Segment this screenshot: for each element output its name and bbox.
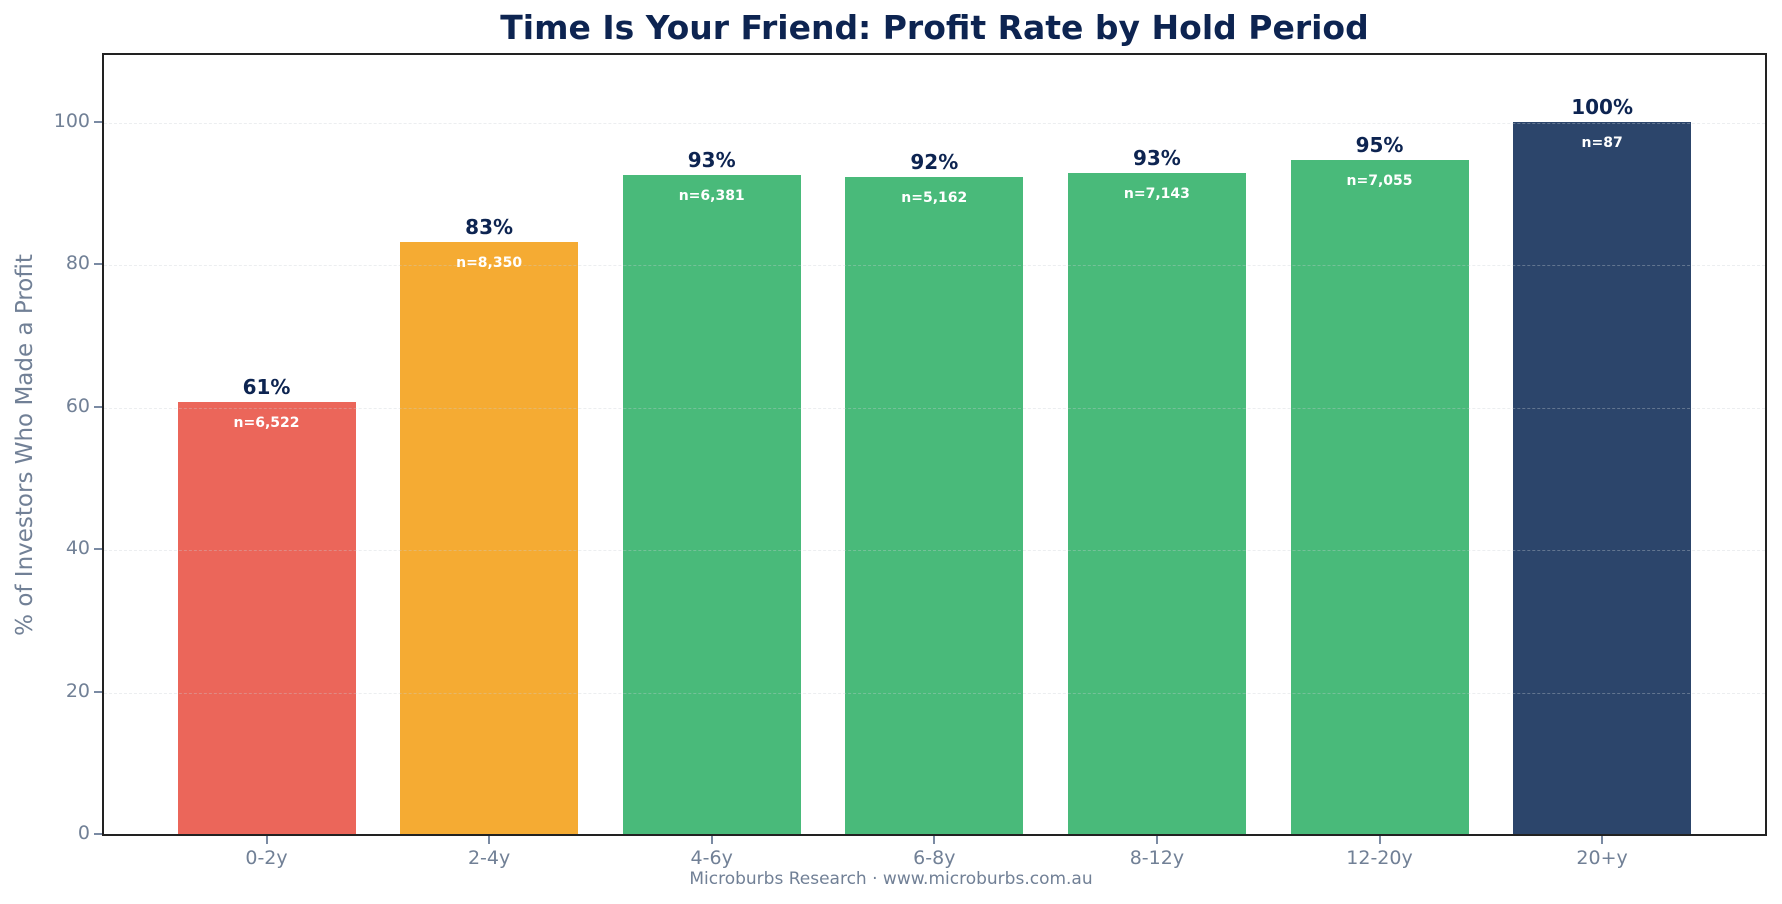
- x-tick-mark: [1378, 836, 1381, 844]
- bar-value-label: 61%: [242, 374, 291, 399]
- bar-value-label: 95%: [1355, 132, 1404, 157]
- y-tick-label: 40: [65, 537, 90, 560]
- sample-size-label: n=87: [1581, 135, 1623, 151]
- source-footer: Microburbs Research · www.microburbs.com…: [689, 869, 1093, 889]
- x-tick-label: 12-20y: [1346, 847, 1413, 869]
- gridline: [104, 123, 1765, 124]
- x-tick-mark: [1601, 836, 1604, 844]
- x-tick-mark: [1155, 836, 1158, 844]
- x-tick-mark: [488, 836, 491, 844]
- x-tick-label: 2-4y: [467, 847, 511, 869]
- bar-value-label: 92%: [910, 149, 959, 174]
- sample-size-label: n=7,055: [1346, 172, 1413, 189]
- x-tick-mark: [710, 836, 713, 844]
- gridline: [104, 550, 1765, 552]
- gridline: [104, 692, 1765, 694]
- sample-size-label: n=7,143: [1123, 186, 1190, 203]
- bar-value-label: 93%: [1132, 146, 1181, 171]
- y-tick-mark: [94, 548, 102, 551]
- x-tick-label: 8-12y: [1129, 847, 1185, 869]
- y-tick-label: 20: [65, 679, 90, 702]
- sample-size-label: n=8,350: [456, 255, 523, 272]
- bar-4-6y: [622, 174, 801, 834]
- x-tick-label: 4-6y: [690, 847, 733, 869]
- x-tick-mark: [933, 836, 936, 844]
- y-tick-label: 60: [65, 394, 90, 417]
- y-tick-mark: [94, 405, 102, 408]
- bar-12-20y: [1290, 159, 1469, 834]
- bar-value-label: 83%: [465, 215, 514, 240]
- sample-size-label: n=5,162: [901, 189, 968, 206]
- x-tick-mark: [265, 836, 268, 844]
- sample-size-label: n=6,381: [678, 187, 745, 204]
- gridline: [104, 265, 1765, 267]
- bar-6-8y: [845, 176, 1024, 834]
- y-axis-title: % of Investors Who Made a Profit: [12, 254, 38, 636]
- y-tick-mark: [94, 121, 102, 123]
- y-tick-label: 0: [77, 822, 90, 844]
- bar-0-2y: [177, 401, 356, 834]
- plot-area: 61% n=6,522 83% n=8,350 93% n=6,381 92% n=5,162…: [102, 53, 1767, 836]
- y-tick-mark: [94, 690, 102, 693]
- bar-8-12y: [1067, 173, 1246, 834]
- y-tick-mark: [94, 833, 102, 835]
- sample-size-label: n=6,522: [233, 414, 300, 431]
- y-tick-label: 100: [53, 110, 90, 132]
- x-tick-label: 0-2y: [245, 847, 288, 869]
- gridline: [104, 407, 1765, 409]
- bar-20plusy: [1513, 122, 1692, 834]
- x-tick-label: 20+y: [1576, 847, 1628, 869]
- y-tick-mark: [94, 263, 102, 266]
- x-tick-label: 6-8y: [913, 847, 956, 869]
- bar-2-4y: [400, 242, 579, 834]
- bar-value-label: 93%: [687, 147, 736, 172]
- y-tick-label: 80: [65, 252, 90, 275]
- bar-value-label: 100%: [1571, 95, 1633, 119]
- chart-title: Time Is Your Friend: Profit Rate by Hold…: [500, 8, 1369, 47]
